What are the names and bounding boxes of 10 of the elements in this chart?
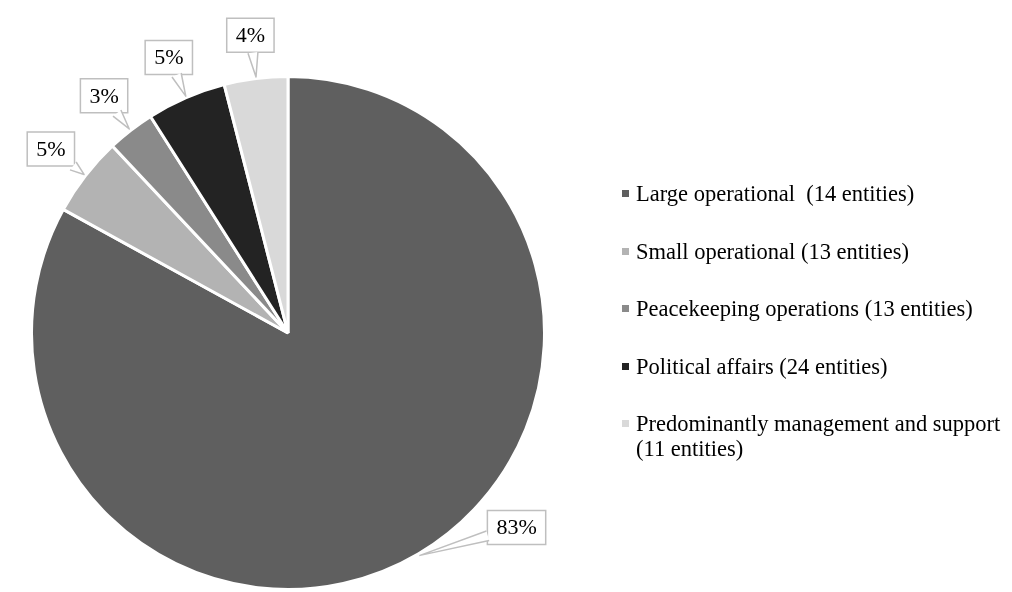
legend-label: Small operational (13 entities) (636, 238, 910, 264)
data-label: 5% (36, 135, 66, 161)
data-label: 4% (235, 22, 266, 48)
data-label: 5% (154, 44, 184, 70)
legend-label: Large operational (14 entities) (636, 181, 915, 206)
legend-label: Predominantly management and support (11 entities) (636, 411, 1002, 461)
data-label: 83% (496, 514, 537, 540)
legend-label: Political affairs (24 entities) (636, 353, 888, 379)
data-label: 3% (89, 82, 119, 108)
legend-label: Peacekeeping operations (13 entities) (636, 296, 973, 321)
